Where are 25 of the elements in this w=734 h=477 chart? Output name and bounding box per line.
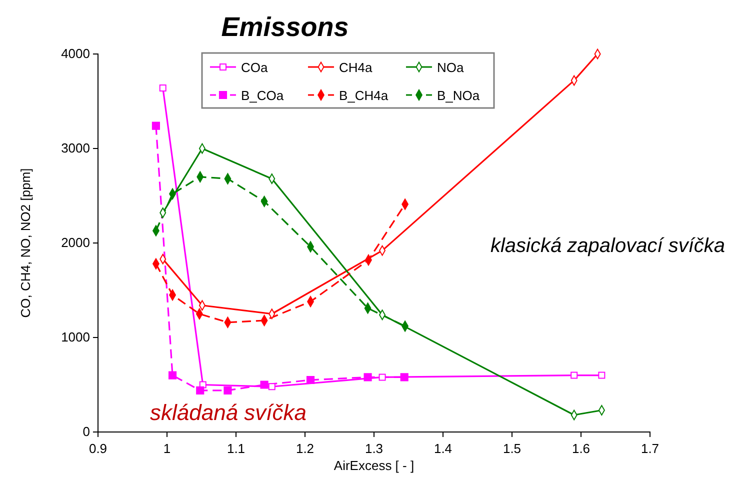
y-axis-title: CO, CH4, NO, NO2 [ppm] [18, 168, 33, 318]
annotation: klasická zapalovací svíčka [490, 235, 725, 257]
legend-label: B_COa [241, 88, 284, 103]
y-tick-label: 2000 [61, 235, 90, 250]
x-tick-label: 0.9 [88, 441, 108, 456]
legend-label: NOa [437, 60, 464, 75]
x-tick-label: 1.5 [502, 441, 522, 456]
legend-label: COa [241, 60, 268, 75]
x-tick-label: 1 [163, 441, 171, 456]
x-tick-label: 1.7 [640, 441, 660, 456]
x-tick-label: 1.2 [296, 441, 314, 456]
y-tick-label: 3000 [61, 140, 90, 156]
x-tick-label: 1.3 [364, 441, 384, 456]
x-axis-title: AirExcess [ - ] [334, 458, 414, 473]
y-tick-label: 1000 [61, 330, 90, 345]
legend-label: B_NOa [437, 88, 480, 103]
x-tick-label: 1.6 [572, 441, 590, 456]
y-tick-label: 4000 [61, 46, 90, 62]
chart-title: Emissons [221, 12, 349, 42]
y-tick-label: 0 [82, 424, 90, 440]
legend-label: B_CH4a [339, 88, 389, 103]
x-tick-label: 1.1 [226, 441, 246, 456]
x-tick-label: 1.4 [434, 441, 452, 456]
annotation: skládaná svíčka [150, 400, 307, 425]
legend-label: CH4a [339, 60, 374, 75]
